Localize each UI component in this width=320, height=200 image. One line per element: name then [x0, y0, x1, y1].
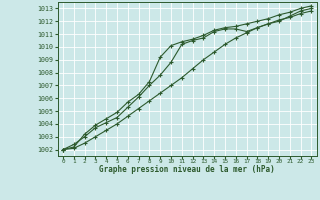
X-axis label: Graphe pression niveau de la mer (hPa): Graphe pression niveau de la mer (hPa) [99, 165, 275, 174]
